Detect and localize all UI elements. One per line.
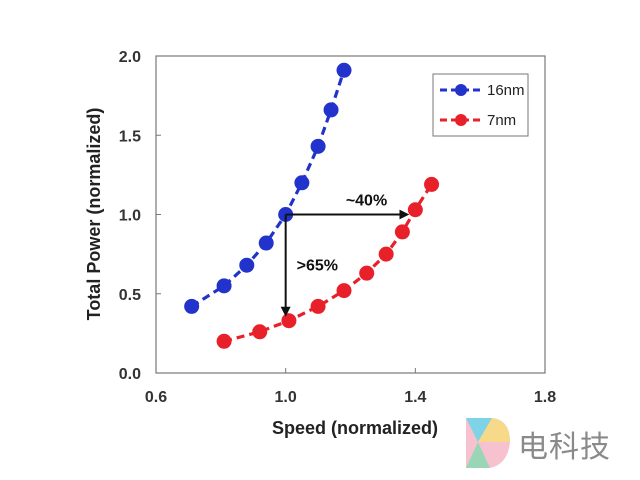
x-tick-label: 1.4	[404, 389, 426, 406]
data-point-7nm	[336, 283, 352, 299]
data-point-16nm	[258, 235, 274, 251]
y-tick-label: 1.5	[119, 128, 141, 145]
x-tick-label: 1.8	[534, 389, 556, 406]
x-axis-title: Speed (normalized)	[272, 418, 438, 438]
data-point-16nm	[336, 62, 352, 78]
legend-label-16nm: 16nm	[487, 82, 525, 99]
data-point-7nm	[407, 202, 423, 218]
data-point-16nm	[310, 138, 326, 154]
y-axis-title: Total Power (normalized)	[84, 108, 104, 321]
data-point-16nm	[184, 298, 200, 314]
data-point-7nm	[424, 176, 440, 192]
series-7nm	[216, 176, 440, 349]
data-point-7nm	[252, 324, 268, 340]
legend-label-7nm: 7nm	[487, 112, 516, 129]
y-tick-label: 1.0	[119, 208, 141, 225]
series-16nm	[184, 62, 352, 314]
series-line-7nm	[223, 183, 433, 343]
legend-marker-7nm	[455, 114, 467, 126]
watermark-logo-icon	[466, 418, 510, 468]
annotation-label: ~40%	[346, 193, 387, 210]
annotation-label: >65%	[297, 258, 338, 275]
y-tick-label: 0.5	[119, 287, 141, 304]
data-point-7nm	[216, 333, 232, 349]
watermark-text: 电科技	[518, 430, 611, 465]
y-tick-label: 2.0	[119, 49, 141, 66]
x-tick-label: 0.6	[145, 389, 167, 406]
legend: 16nm 7nm	[432, 73, 529, 137]
watermark: 电科技	[462, 412, 637, 474]
data-point-7nm	[281, 313, 297, 329]
data-point-7nm	[359, 265, 375, 281]
y-tick-label: 0.0	[119, 366, 141, 383]
data-point-16nm	[216, 278, 232, 294]
data-point-7nm	[394, 224, 410, 240]
legend-box	[432, 73, 529, 137]
data-point-16nm	[239, 257, 255, 273]
data-point-16nm	[323, 102, 339, 118]
legend-marker-16nm	[455, 84, 467, 96]
x-tick-label: 1.0	[275, 389, 297, 406]
data-point-7nm	[378, 246, 394, 262]
data-point-16nm	[294, 175, 310, 191]
data-point-7nm	[310, 298, 326, 314]
